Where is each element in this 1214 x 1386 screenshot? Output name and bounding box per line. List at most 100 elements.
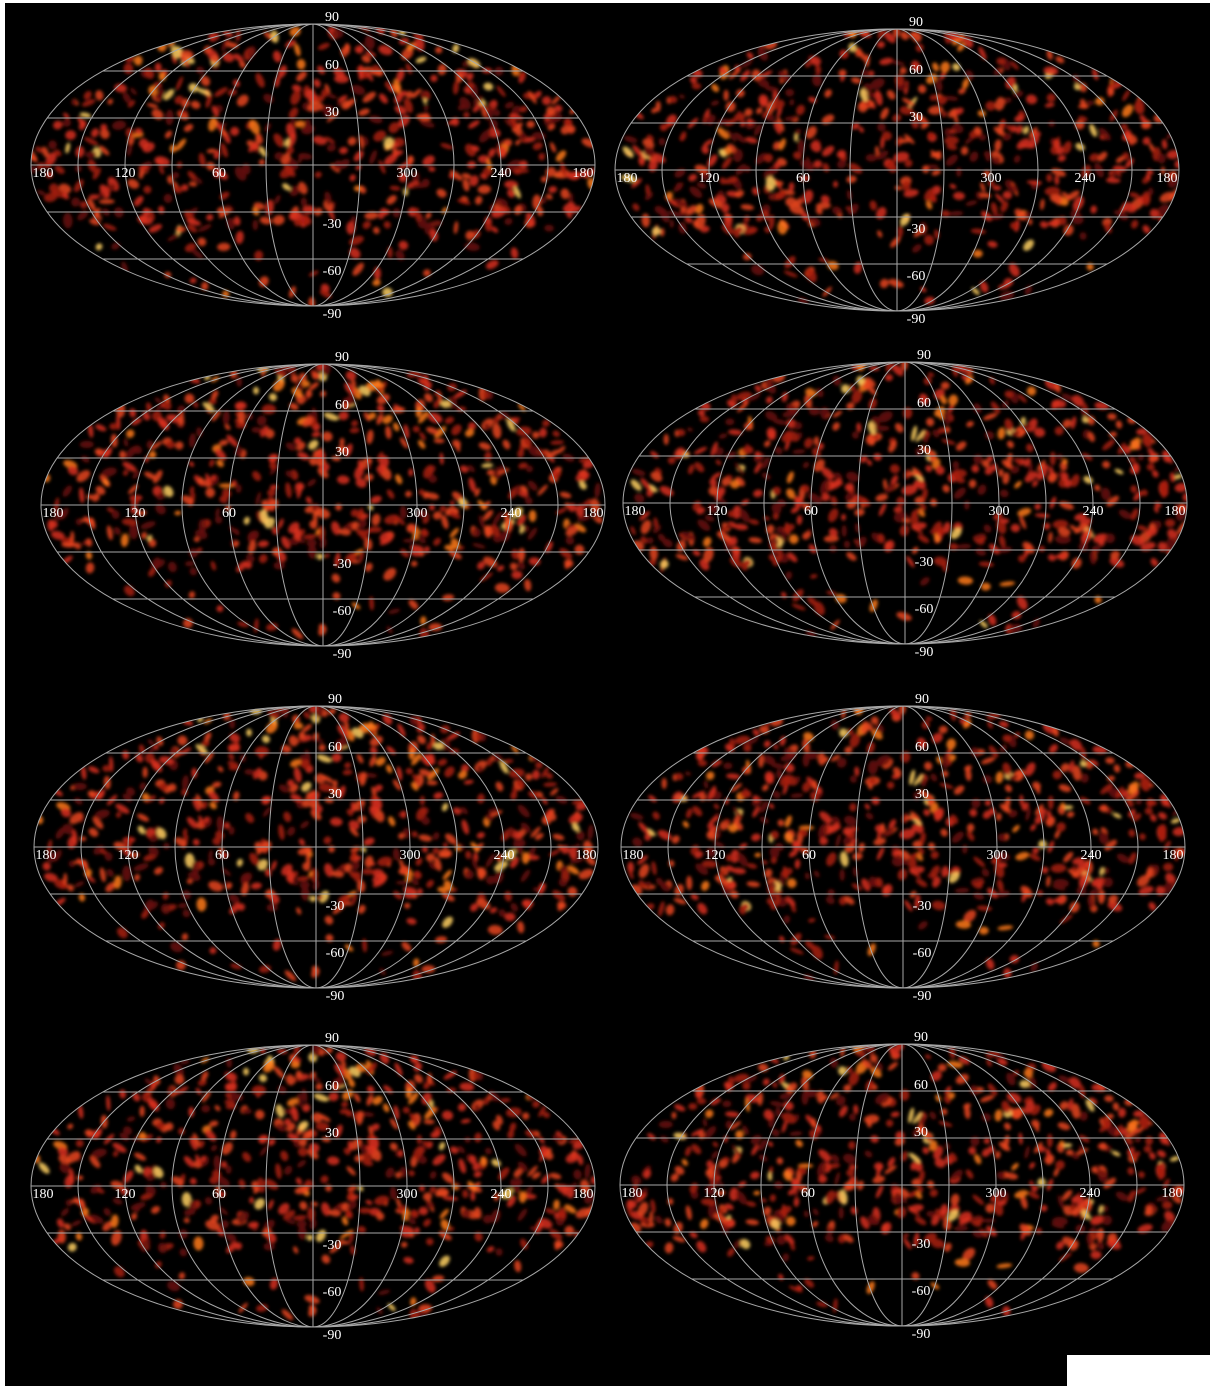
blob <box>1116 853 1130 864</box>
blob <box>812 74 822 87</box>
blob <box>722 1100 732 1108</box>
blob <box>1108 169 1117 181</box>
blob <box>955 920 972 929</box>
blob <box>175 441 184 450</box>
blob <box>163 193 173 204</box>
blob <box>998 720 1009 728</box>
blob <box>1129 437 1142 451</box>
blob <box>1026 180 1043 185</box>
blob <box>980 182 986 193</box>
blob <box>114 83 127 93</box>
blob <box>144 471 156 480</box>
blob <box>92 167 101 180</box>
meridian <box>669 361 1141 645</box>
blob <box>156 827 167 840</box>
blob <box>810 574 818 579</box>
blob <box>206 214 214 221</box>
blob <box>908 1107 915 1124</box>
blob <box>807 1256 815 1261</box>
blob <box>527 480 538 491</box>
blob <box>237 410 246 424</box>
blob <box>333 1078 346 1087</box>
blob <box>836 149 847 159</box>
blob <box>67 1242 77 1252</box>
blob <box>549 1228 563 1241</box>
blob <box>883 31 896 43</box>
blob <box>1012 824 1020 833</box>
blob <box>766 524 775 535</box>
blob <box>821 467 834 480</box>
blob <box>127 136 135 145</box>
blob <box>420 616 427 626</box>
blob <box>49 183 59 194</box>
blob <box>139 782 147 791</box>
blob <box>697 759 708 767</box>
blob <box>476 832 485 839</box>
blob <box>929 1188 938 1197</box>
blob <box>1053 897 1066 903</box>
blob <box>758 753 765 768</box>
blob <box>891 60 905 66</box>
blob <box>680 531 696 541</box>
blob <box>931 732 943 744</box>
blob <box>1128 852 1137 865</box>
blob <box>952 109 959 124</box>
blob <box>1104 839 1117 851</box>
blob <box>91 493 100 502</box>
blob <box>141 909 149 919</box>
blob <box>273 1066 285 1079</box>
blob <box>419 528 428 536</box>
blob <box>421 965 436 973</box>
blob <box>730 849 740 863</box>
blob <box>815 64 822 75</box>
blob <box>63 1223 71 1231</box>
meridian <box>218 23 408 307</box>
blob <box>713 803 720 810</box>
blob <box>164 580 172 588</box>
blob <box>368 380 384 389</box>
latitude-label: -60 <box>915 602 934 617</box>
blob <box>1010 465 1020 474</box>
blob <box>859 455 868 463</box>
blob <box>477 1071 484 1081</box>
blob <box>772 90 779 102</box>
blob <box>868 777 877 785</box>
blob <box>1096 1240 1105 1250</box>
blob <box>934 229 940 240</box>
blob <box>990 202 998 215</box>
blob <box>888 440 897 453</box>
latitude-label: -90 <box>326 989 345 1004</box>
blob <box>511 570 523 580</box>
longitude-label: 180 <box>622 1186 643 1201</box>
blob <box>839 851 849 867</box>
blob <box>361 868 375 875</box>
blob <box>188 433 196 448</box>
blob <box>353 185 362 192</box>
blob <box>53 120 63 130</box>
blob <box>507 189 516 198</box>
blob <box>252 219 259 231</box>
blob <box>843 836 853 846</box>
latitude-label: 60 <box>914 1078 928 1093</box>
blob <box>1136 874 1150 887</box>
blob <box>712 1141 719 1148</box>
blob <box>1047 795 1054 810</box>
blob <box>779 1205 792 1216</box>
blob <box>485 814 494 822</box>
blob <box>222 410 230 426</box>
blob <box>154 62 162 73</box>
blob <box>621 174 637 183</box>
blob <box>389 1186 397 1200</box>
blob <box>594 482 601 498</box>
blob <box>538 1105 546 1118</box>
blob <box>196 66 205 75</box>
blob <box>378 1289 391 1295</box>
blob <box>823 535 839 543</box>
blob <box>360 1143 368 1153</box>
blob <box>875 1093 890 1105</box>
blob <box>679 131 687 142</box>
blob <box>519 105 528 113</box>
blob <box>54 149 62 157</box>
blob <box>822 757 829 763</box>
blob <box>193 401 199 408</box>
